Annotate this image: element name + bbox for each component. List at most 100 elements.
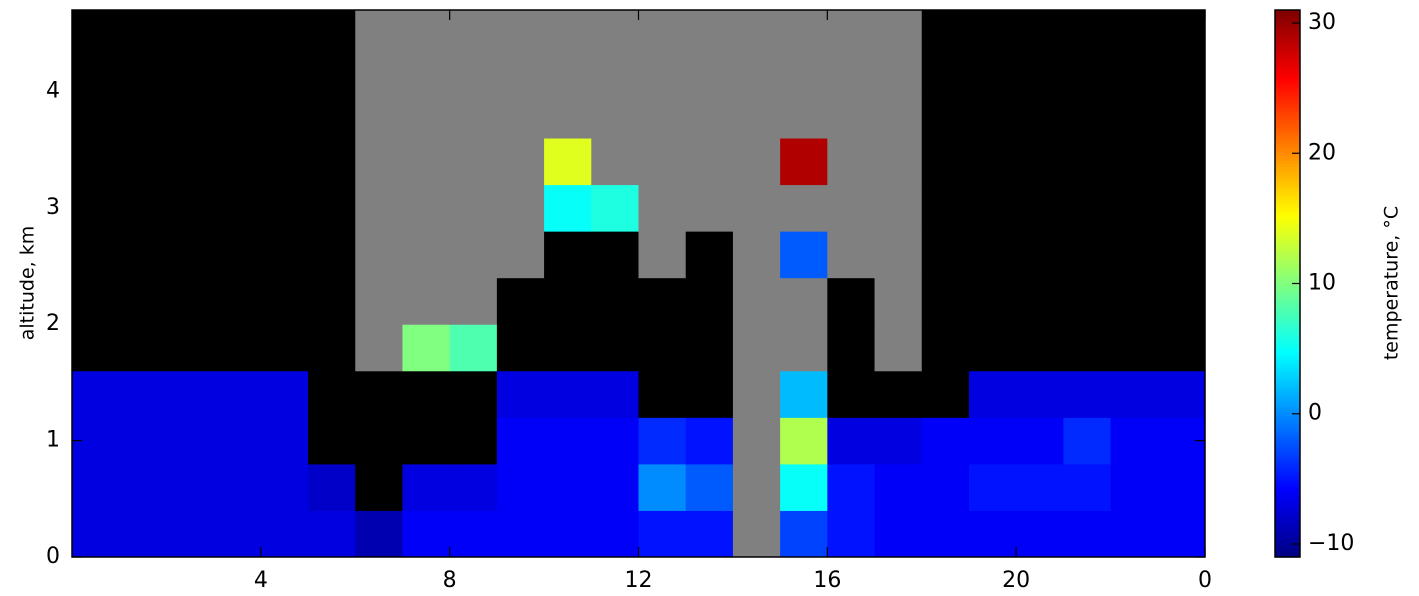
heatmap-cell: [166, 510, 215, 558]
colorbar-segment: [1275, 414, 1300, 419]
colorbar-segment: [1275, 237, 1300, 241]
colorbar-segment: [1275, 239, 1300, 244]
missing-cell: [780, 277, 828, 325]
missing-cell: [874, 91, 923, 139]
heatmap-cell: [1157, 463, 1206, 511]
heatmap-cell: [1016, 184, 1064, 232]
colorbar-segment: [1275, 29, 1300, 33]
colorbar-segment: [1275, 40, 1300, 44]
heatmap-cell: [591, 510, 639, 558]
missing-cell: [732, 91, 781, 139]
missing-cell: [874, 277, 923, 325]
heatmap-cell: [260, 370, 309, 418]
heatmap-cell: [72, 510, 120, 558]
colorbar-segment: [1275, 182, 1300, 186]
missing-cell: [449, 10, 498, 46]
heatmap-cell: [1063, 138, 1112, 186]
heatmap-cell: [260, 277, 309, 325]
heatmap-cell: [1016, 138, 1064, 186]
missing-cell: [449, 277, 498, 325]
missing-cell: [638, 231, 687, 279]
colorbar-segment: [1275, 154, 1300, 159]
missing-cell: [685, 91, 734, 139]
heatmap-cell: [685, 231, 734, 279]
heatmap-cell: [166, 10, 215, 46]
colorbar-segment: [1275, 157, 1300, 162]
colorbar-segment: [1275, 305, 1300, 309]
colorbar-segment: [1275, 365, 1300, 369]
colorbar-segment: [1275, 297, 1300, 301]
missing-cell: [780, 10, 828, 46]
colorbar-segment: [1275, 338, 1300, 342]
colorbar-segment: [1275, 283, 1300, 287]
x-tick-label: 12: [625, 568, 653, 593]
heatmap-cell: [968, 277, 1017, 325]
missing-cell: [496, 138, 545, 186]
heatmap-cell: [213, 510, 262, 558]
heatmap-cell: [685, 417, 734, 465]
colorbar-segment: [1275, 428, 1300, 432]
heatmap-cell: [496, 370, 545, 418]
colorbar-segment: [1275, 242, 1300, 246]
colorbar-segment: [1275, 269, 1300, 274]
colorbar-segment: [1275, 253, 1300, 257]
colorbar-segment: [1275, 450, 1300, 454]
colorbar-segment: [1275, 401, 1300, 405]
colorbar-segment: [1275, 340, 1300, 345]
heatmap-cell: [1063, 417, 1112, 465]
colorbar-segment: [1275, 264, 1300, 268]
colorbar-segment: [1275, 294, 1300, 298]
heatmap-cell: [591, 417, 639, 465]
heatmap-cell: [1063, 324, 1112, 372]
heatmap-cell: [874, 463, 923, 511]
colorbar-segment: [1275, 343, 1300, 348]
colorbar-segment: [1275, 535, 1300, 539]
missing-cell: [685, 44, 734, 92]
colorbar-segment: [1275, 524, 1300, 528]
heatmap-cell: [1110, 44, 1159, 92]
missing-cell: [591, 10, 639, 46]
colorbar-segment: [1275, 138, 1300, 142]
colorbar-segment: [1275, 190, 1300, 194]
colorbar-segment: [1275, 83, 1300, 88]
heatmap-cell: [308, 44, 356, 92]
heatmap-cell: [308, 10, 356, 46]
colorbar-segment: [1275, 206, 1300, 211]
y-tick-label: 0: [46, 544, 60, 569]
colorbar-segment: [1275, 387, 1300, 391]
missing-cell: [449, 91, 498, 139]
colorbar-segment: [1275, 231, 1300, 235]
missing-cell: [780, 324, 828, 372]
heatmap-cell: [827, 324, 876, 372]
heatmap-cell: [449, 417, 498, 465]
missing-cell: [355, 277, 403, 325]
missing-cell: [638, 10, 687, 46]
colorbar-segment: [1275, 94, 1300, 99]
colorbar-segment: [1275, 75, 1300, 79]
colorbar-segment: [1275, 97, 1300, 101]
heatmap-cell: [827, 510, 876, 558]
heatmap-cell: [1110, 184, 1159, 232]
colorbar-segment: [1275, 379, 1300, 383]
colorbar-segment: [1275, 67, 1300, 71]
heatmap-cell: [1016, 10, 1064, 46]
heatmap-cell: [591, 463, 639, 511]
missing-cell: [591, 138, 639, 186]
heatmap-cell: [213, 91, 262, 139]
missing-cell: [827, 44, 876, 92]
colorbar-segment: [1275, 502, 1300, 506]
missing-cell: [874, 184, 923, 232]
heatmap-cell: [1110, 277, 1159, 325]
heatmap-cell: [496, 417, 545, 465]
heatmap-cell: [119, 277, 167, 325]
heatmap-cell: [544, 510, 592, 558]
missing-cell: [732, 370, 781, 418]
colorbar-segment: [1275, 209, 1300, 213]
colorbar-segment: [1275, 198, 1300, 203]
missing-cell: [685, 10, 734, 46]
colorbar-segment: [1275, 436, 1300, 440]
heatmap-cell: [308, 510, 356, 558]
heatmap-cell: [166, 138, 215, 186]
heatmap-cell: [1110, 324, 1159, 372]
heatmap-cell: [166, 44, 215, 92]
